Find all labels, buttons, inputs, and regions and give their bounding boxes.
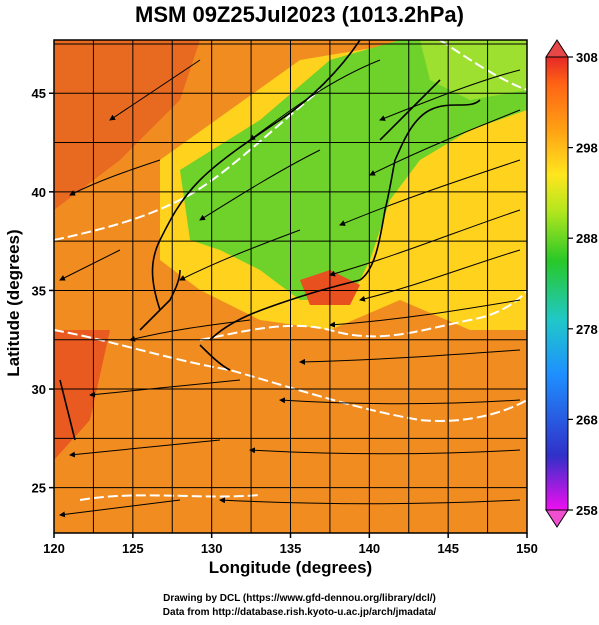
x-tick-label: 130: [201, 541, 223, 556]
x-tick-label: 140: [358, 541, 380, 556]
grid: [54, 40, 527, 533]
colorbar-ticks: 258 268 278 288 298 308: [568, 50, 598, 518]
cool-region: [180, 40, 527, 300]
streamlines: [59, 59, 521, 518]
chart-title: MSM 09Z25Jul2023 (1013.2hPa): [135, 2, 464, 27]
y-axis-label: Latitude (degrees): [4, 229, 23, 377]
x-tick-label: 120: [43, 541, 65, 556]
colorbar-tick-label: 258: [576, 503, 598, 518]
y-tick-label: 40: [32, 185, 46, 200]
y-axis-ticks: 25 30 35 40 45: [32, 86, 54, 496]
colorbar-bottom-arrow: [545, 509, 569, 528]
coastlines: [59, 40, 481, 441]
x-tick-label: 145: [437, 541, 459, 556]
x-tick-label: 125: [122, 541, 144, 556]
x-tick-label: 150: [516, 541, 538, 556]
x-tick-label: 135: [280, 541, 302, 556]
cool-region-ne: [420, 40, 527, 100]
y-tick-label: 30: [32, 382, 46, 397]
hot-region-south: [54, 330, 110, 460]
colorbar-tick-label: 288: [576, 231, 598, 246]
credit-drawing: Drawing by DCL (https://www.gfd-dennou.o…: [163, 593, 436, 604]
colorbar-tick-label: 308: [576, 50, 598, 65]
hot-region-continent: [54, 40, 200, 210]
y-tick-label: 25: [32, 481, 46, 496]
credit-data: Data from http://database.rish.kyoto-u.a…: [162, 607, 437, 618]
isotherms: [54, 40, 527, 501]
colorbar-top-arrow: [545, 39, 569, 58]
x-axis-label: Longitude (degrees): [208, 558, 373, 577]
colorbar: 258 268 278 288 298 308: [545, 39, 598, 528]
colorbar-tick-label: 278: [576, 322, 598, 337]
y-tick-label: 45: [32, 86, 46, 101]
x-axis-ticks: 120 125 130 135 140 145 150: [43, 533, 538, 556]
y-tick-label: 35: [32, 283, 46, 298]
colorbar-bar: [545, 56, 569, 511]
colorbar-tick-label: 268: [576, 412, 598, 427]
colorbar-tick-label: 298: [576, 141, 598, 156]
